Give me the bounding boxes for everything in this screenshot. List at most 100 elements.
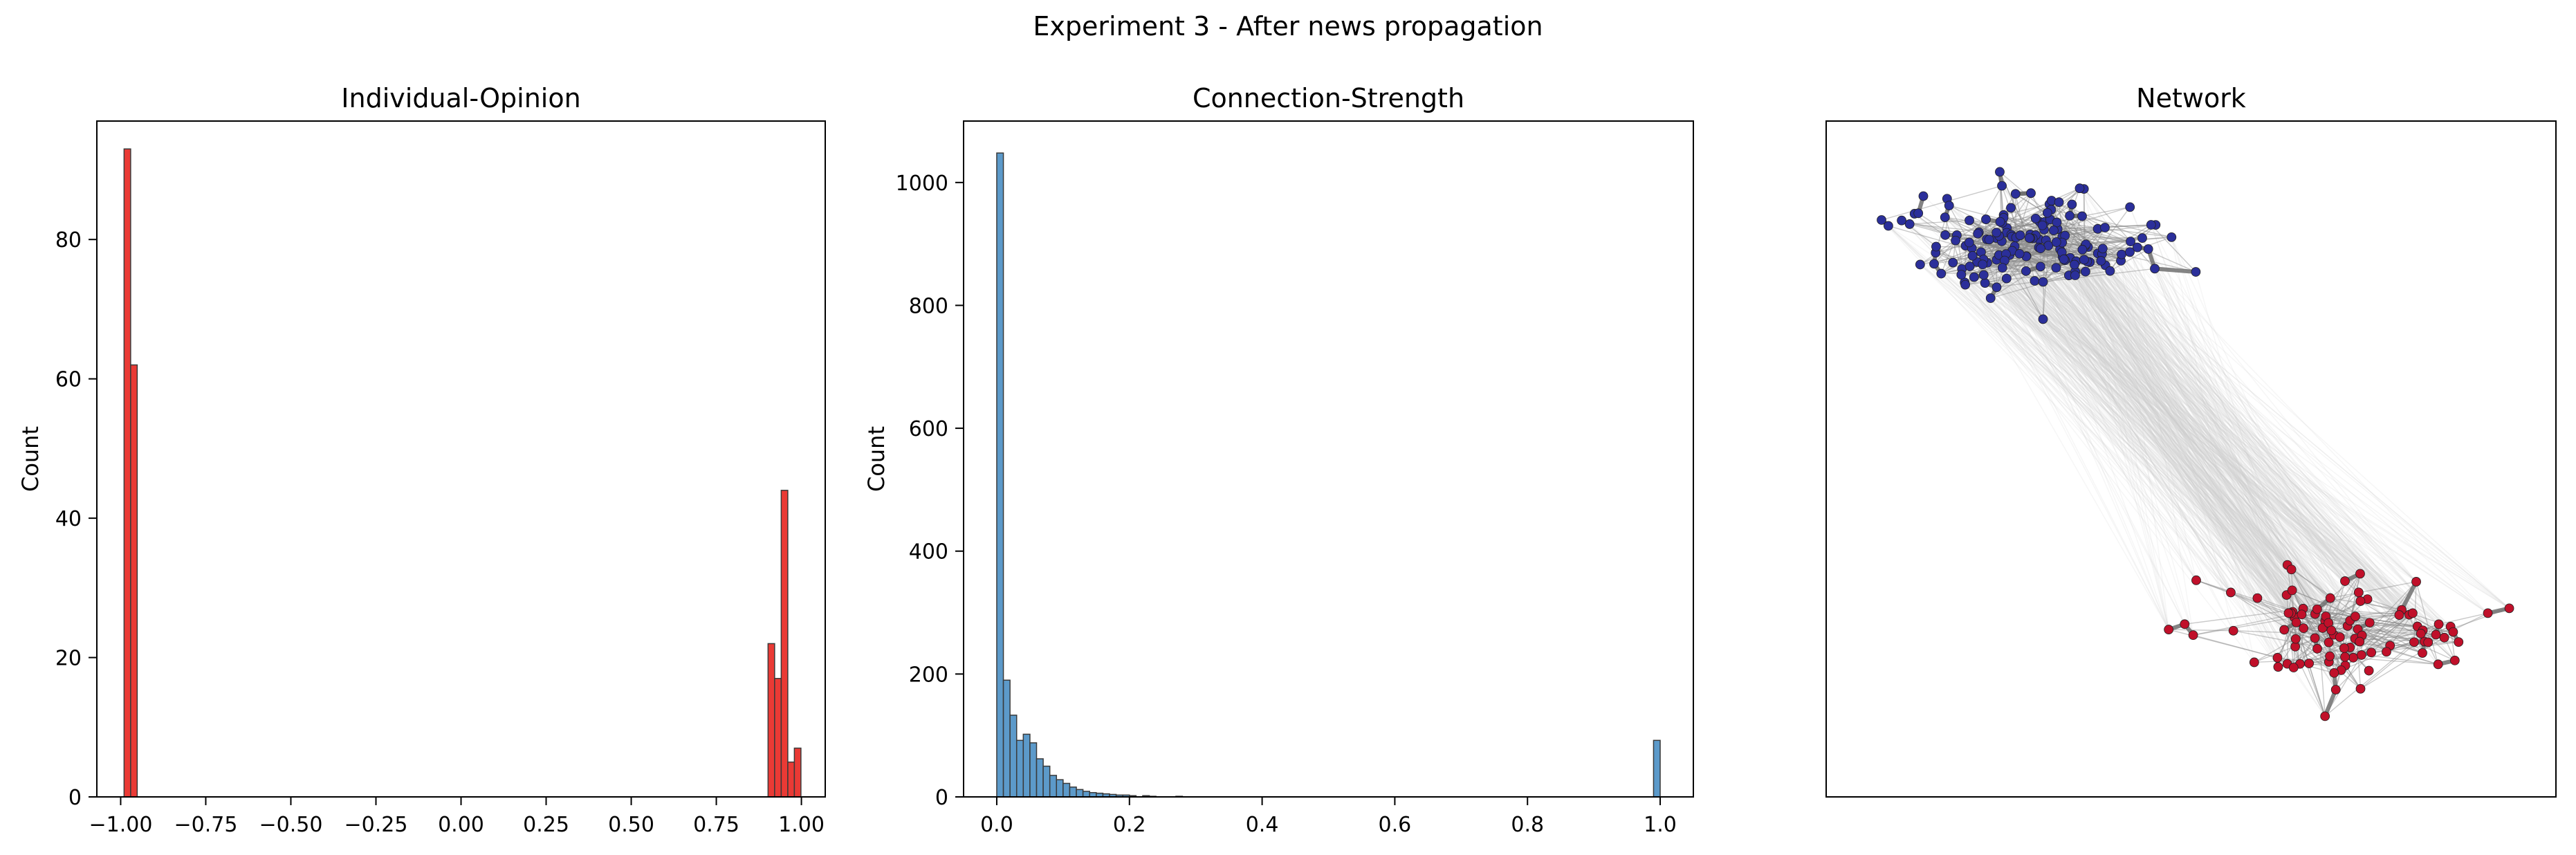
network-edge [1980, 251, 2324, 629]
network-edge [1996, 232, 2169, 630]
network-edge [2081, 216, 2346, 658]
network-edge [2056, 222, 2402, 611]
network-edge [1982, 264, 2454, 633]
network-node [2079, 255, 2089, 265]
network-node [1956, 270, 1967, 280]
network-edge [1949, 205, 1970, 243]
network-edge [1990, 297, 2316, 615]
histogram-bar [793, 747, 802, 798]
network-edge [1933, 263, 2293, 591]
network-node [2348, 652, 2358, 663]
network-edge [2344, 612, 2413, 658]
network-edge [1961, 257, 2070, 275]
network-edge [1976, 261, 2169, 630]
histogram-bar [130, 364, 138, 798]
network-edge [2003, 217, 2234, 632]
network-edge [2025, 256, 2326, 617]
network-node [1948, 257, 1958, 268]
network-edge [2014, 246, 2292, 614]
network-edge [1996, 259, 2185, 625]
network-edge [2044, 221, 2360, 643]
network-edge [2283, 629, 2326, 717]
network-edge [2012, 236, 2372, 653]
network-edge [2050, 209, 2413, 614]
network-edge [2409, 614, 2423, 654]
network-edge [1940, 273, 2454, 633]
network-edge [2042, 282, 2297, 640]
network-edge [2079, 187, 2294, 612]
network-edge [2292, 589, 2330, 643]
network-edge [2030, 238, 2169, 630]
network-edge [2142, 237, 2346, 657]
network-edge [2034, 280, 2354, 659]
network-node [2038, 314, 2048, 324]
network-edge [1998, 255, 2391, 646]
network-edge [2074, 275, 2301, 665]
network-edge [2438, 624, 2456, 661]
network-edge [2137, 247, 2234, 631]
network-edge [2324, 641, 2415, 717]
network-edge [2295, 628, 2358, 640]
network-edge [1999, 221, 2295, 618]
network-node [2001, 273, 2012, 284]
network-edge [2051, 200, 2122, 261]
network-edge [2360, 632, 2454, 690]
network-edge [1881, 219, 2232, 593]
network-edge [2057, 228, 2194, 636]
network-edge [2009, 246, 2137, 256]
network-edge [2053, 230, 2489, 614]
network-edge [2006, 232, 2288, 596]
network-edge [2284, 629, 2329, 643]
network-node [2015, 230, 2025, 241]
network-edge [1987, 262, 2288, 566]
network-edge [2409, 614, 2459, 643]
network-edge [2069, 215, 2316, 638]
network-edge [2061, 252, 2372, 653]
network-edge [2057, 228, 2346, 582]
network-edge [2361, 581, 2417, 656]
network-edge [2326, 616, 2423, 654]
network-edge [2050, 219, 2348, 627]
network-edge [2012, 236, 2413, 614]
network-edge [2083, 259, 2258, 598]
network-edge [1996, 237, 2318, 650]
network-edge [2416, 581, 2439, 665]
network-edge [2035, 218, 2437, 635]
network-node [1967, 250, 1978, 261]
network-edge [1935, 246, 2425, 643]
network-edge [1996, 270, 2110, 288]
network-edge [1965, 284, 2288, 665]
network-edge [1955, 240, 2297, 623]
network-node [1991, 282, 2002, 293]
network-edge [2056, 241, 2410, 616]
network-edge [2100, 260, 2295, 618]
network-edge [2004, 260, 2342, 671]
network-edge [2043, 229, 2372, 653]
network-edge [1901, 220, 1987, 240]
network-edge [2303, 627, 2391, 646]
network-edge [2055, 267, 2297, 640]
network-edge [2184, 608, 2303, 625]
network-edge [1978, 232, 2370, 672]
network-edge [2088, 246, 2418, 627]
network-edge [2303, 608, 2418, 627]
network-edge [1961, 268, 2488, 614]
network-node [2191, 575, 2201, 585]
histogram-bar [1076, 789, 1084, 798]
network-edge [2002, 222, 2361, 602]
network-node [2330, 685, 2341, 695]
network-edge [2001, 241, 2292, 614]
y-axis-label: Count [863, 426, 890, 492]
network-edge [1987, 262, 2440, 625]
network-edge [2039, 221, 2346, 658]
network-node [1985, 293, 1996, 303]
network-edge [2039, 221, 2417, 582]
network-node [2096, 256, 2106, 266]
network-edge [2061, 236, 2387, 652]
network-edge [1901, 220, 2361, 602]
x-tick-label: −0.25 [344, 813, 408, 837]
network-edge [1933, 263, 2302, 615]
network-node [1960, 279, 1971, 290]
network-edge [1933, 263, 2371, 623]
network-edge [1998, 255, 2429, 643]
